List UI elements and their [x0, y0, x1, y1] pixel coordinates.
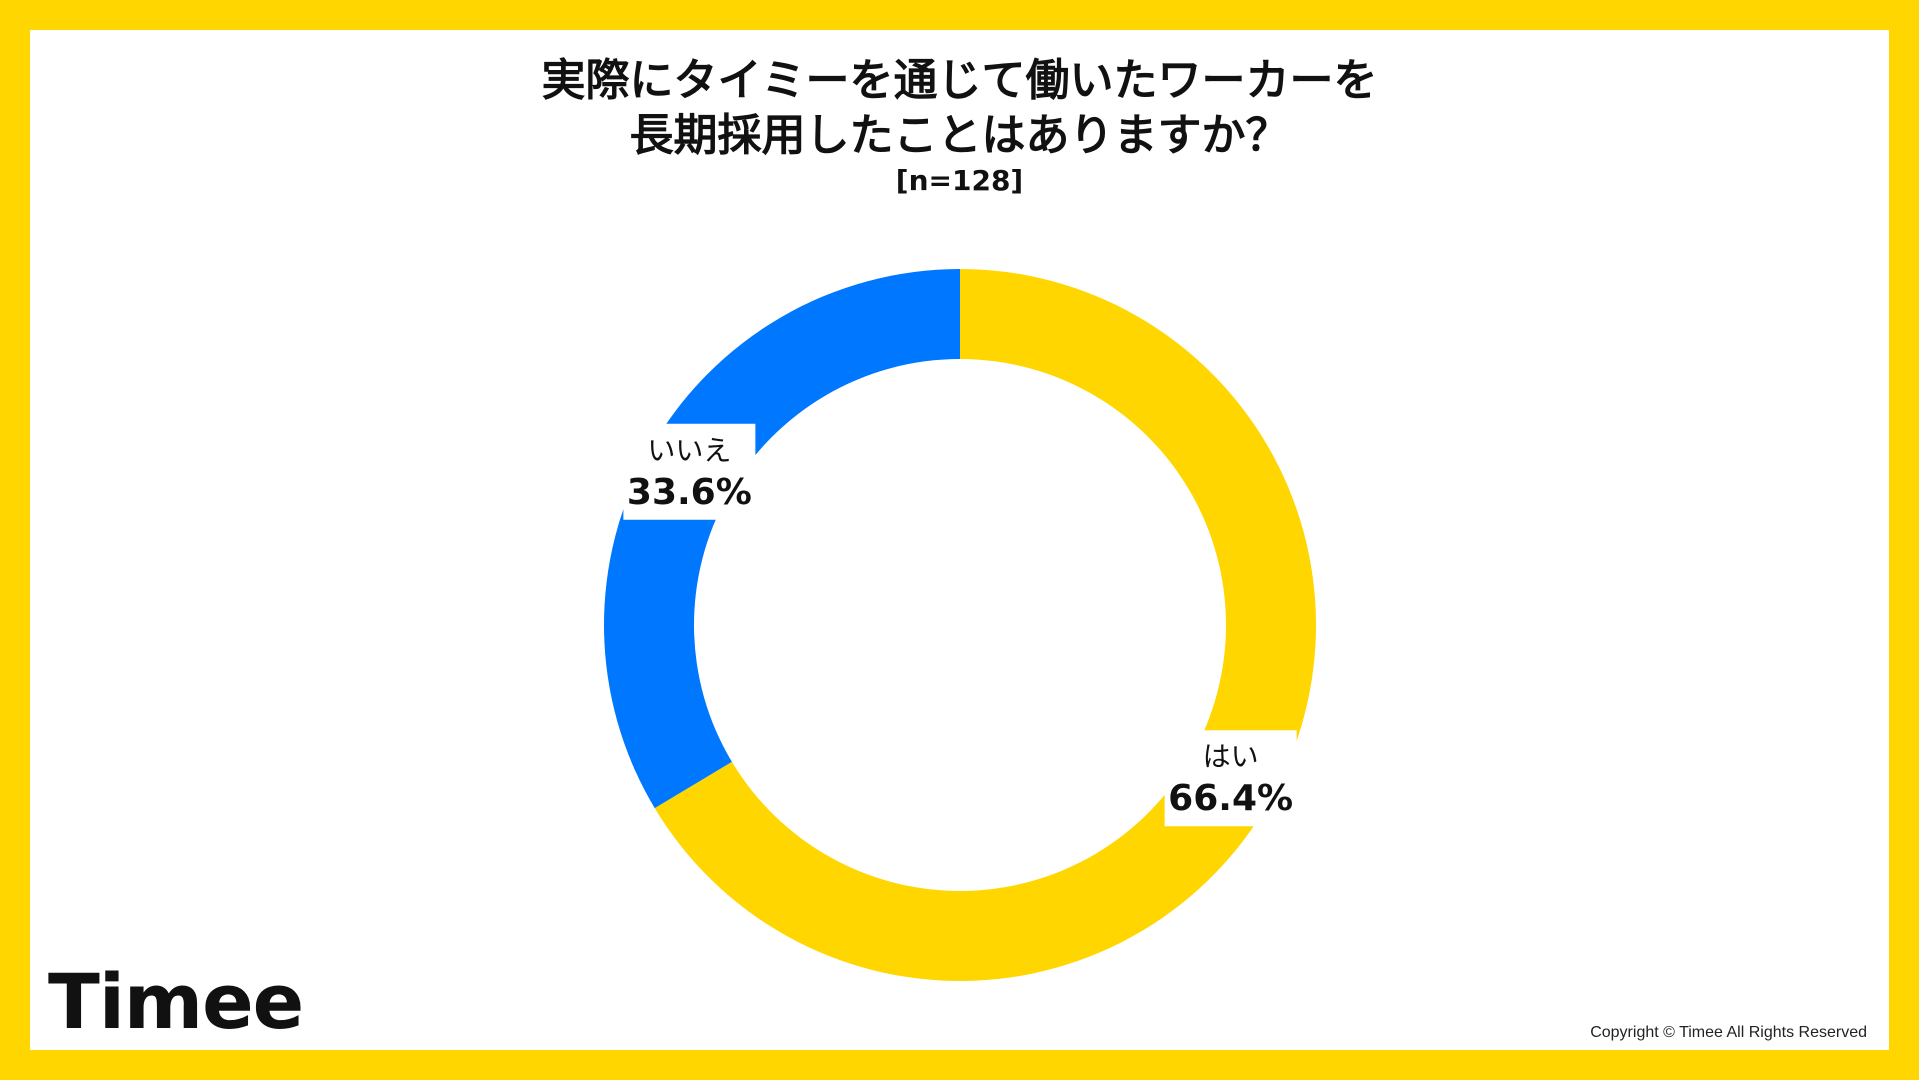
chart-card: 実際にタイミーを通じて働いたワーカーを 長期採用したことはありますか？ [n=1… — [30, 30, 1889, 1050]
slice-value-label-0: 66.4% — [1168, 778, 1293, 819]
donut-slice-1 — [604, 269, 960, 809]
chart-title-line-2: 長期採用したことはありますか？ — [629, 110, 1290, 161]
timee-logo: Timee — [48, 957, 304, 1046]
slice-category-label-1: いいえ — [647, 434, 731, 467]
donut-chart: はい 66.4% いいえ 33.6% — [604, 269, 1317, 981]
slice-value-label-1: 33.6% — [627, 472, 752, 513]
slice-label-background-1 — [623, 423, 756, 520]
slice-label-background-0 — [1164, 730, 1297, 827]
chart-subtitle: [n=128] — [895, 164, 1024, 197]
chart-title-line-1: 実際にタイミーを通じて働いたワーカーを — [541, 55, 1378, 106]
copyright-text: Copyright © Timee All Rights Reserved — [1590, 1024, 1867, 1041]
slice-category-label-0: はい — [1203, 740, 1259, 773]
